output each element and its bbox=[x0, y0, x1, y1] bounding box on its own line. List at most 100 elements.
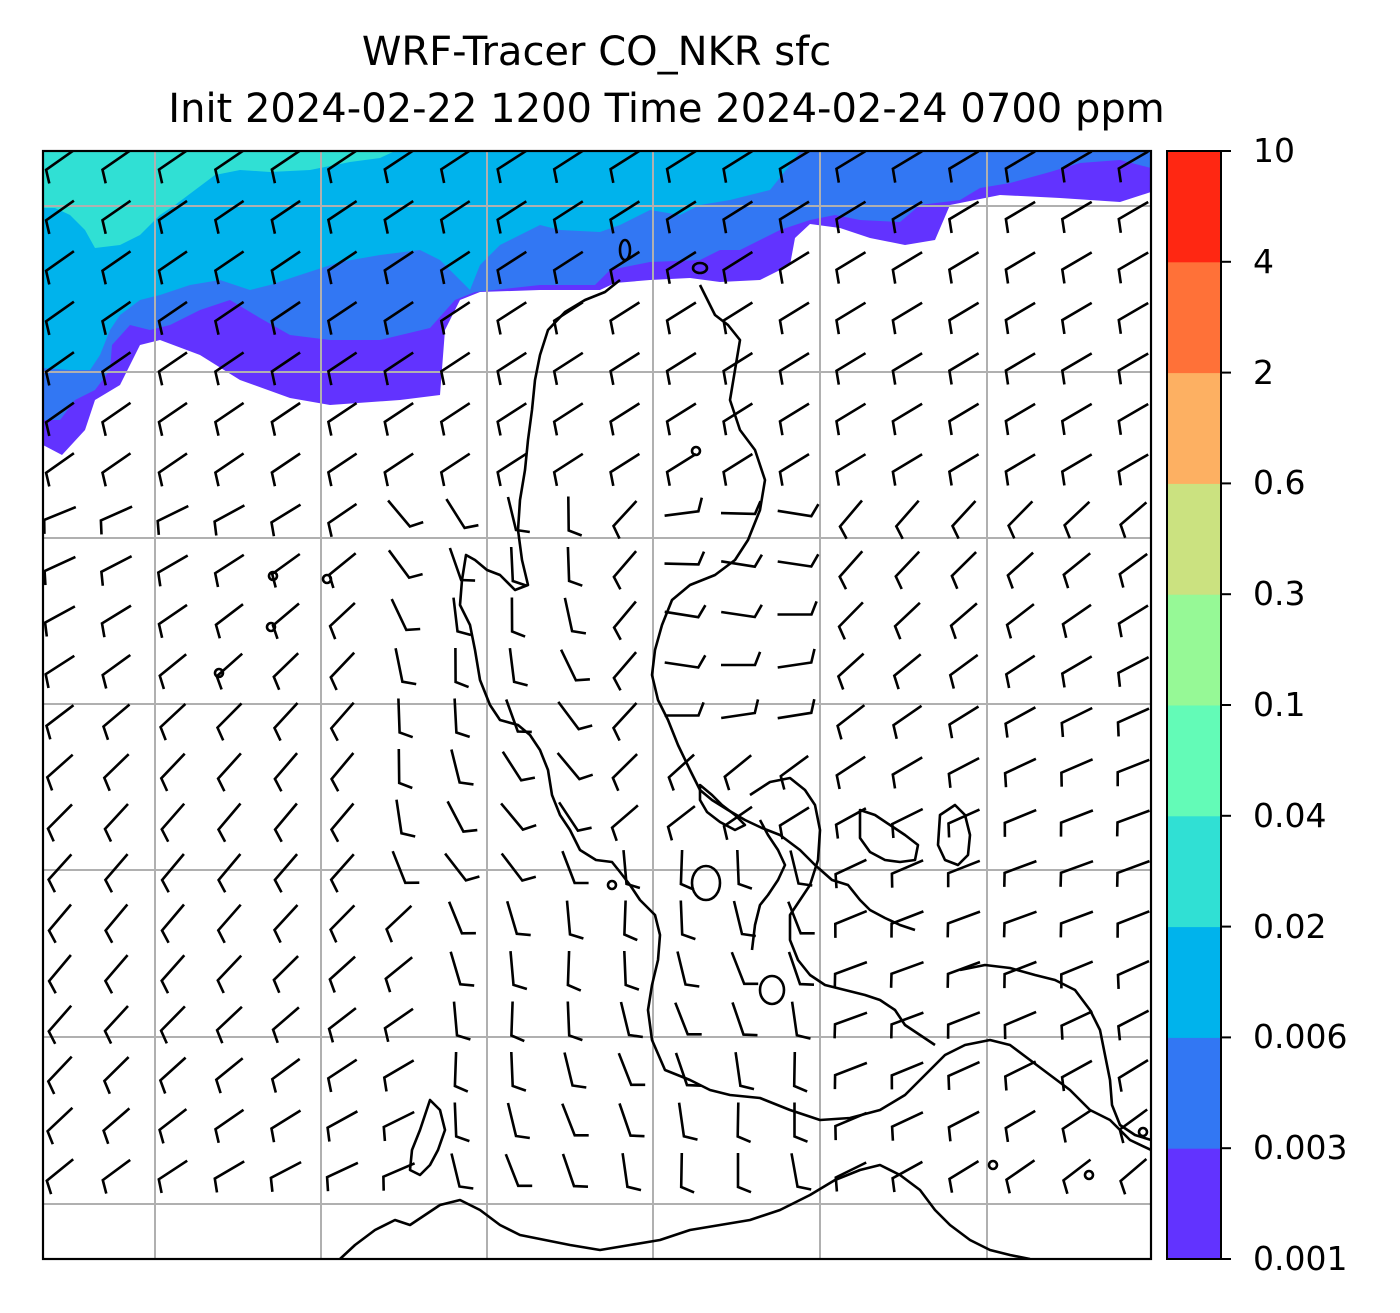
wind-barb bbox=[47, 853, 73, 893]
wind-barb bbox=[387, 549, 423, 580]
wind-barb bbox=[45, 1158, 75, 1195]
wind-barb bbox=[100, 555, 133, 586]
wind-barb bbox=[665, 452, 697, 487]
coastline-peninsula-east bbox=[858, 808, 920, 864]
wind-barb bbox=[611, 500, 638, 540]
wind-barb bbox=[552, 351, 584, 386]
island-point bbox=[606, 879, 618, 891]
wind-barb bbox=[158, 1056, 187, 1094]
wind-barb bbox=[721, 699, 760, 720]
coastlines bbox=[339, 278, 1151, 1259]
wind-barb bbox=[157, 401, 188, 437]
wind-barb bbox=[890, 1011, 924, 1039]
wind-barb bbox=[1117, 151, 1149, 183]
wind-barb bbox=[557, 701, 593, 731]
wind-barb bbox=[157, 351, 188, 386]
wind-barb bbox=[665, 351, 697, 386]
wind-barb bbox=[891, 756, 923, 789]
wind-barb bbox=[732, 900, 756, 938]
wind-barb bbox=[947, 756, 980, 788]
wind-barb bbox=[101, 1158, 131, 1194]
island-point bbox=[690, 445, 702, 457]
wind-barb bbox=[271, 1006, 300, 1044]
wind-barb bbox=[439, 250, 471, 285]
wind-barb bbox=[1061, 603, 1092, 639]
wind-barb bbox=[270, 300, 301, 335]
island-lake bbox=[690, 864, 722, 902]
wind-barb bbox=[949, 602, 978, 640]
wind-barb bbox=[1062, 1158, 1092, 1195]
wind-barb bbox=[734, 1052, 755, 1091]
wind-barb bbox=[679, 1152, 695, 1194]
colorbar-swatch bbox=[1167, 1148, 1221, 1260]
wind-barb bbox=[790, 1001, 811, 1040]
wind-barb bbox=[453, 1102, 470, 1143]
wind-barb bbox=[736, 849, 753, 890]
wind-barb bbox=[159, 1005, 186, 1044]
map-gridlines bbox=[43, 151, 1151, 1259]
wind-barb bbox=[1003, 1010, 1037, 1040]
wind-barb bbox=[623, 900, 638, 942]
wind-barb bbox=[273, 802, 298, 843]
colorbar-tick-label: 0.02 bbox=[1253, 906, 1327, 946]
wind-barb bbox=[329, 651, 356, 691]
wind-barb bbox=[382, 1059, 415, 1092]
wind-barb bbox=[506, 496, 530, 534]
wind-barb bbox=[273, 752, 299, 792]
wind-barb bbox=[1117, 1058, 1149, 1092]
wind-barb bbox=[102, 1107, 131, 1145]
wind-barb bbox=[1116, 910, 1150, 938]
wind-barb bbox=[1004, 151, 1036, 183]
wind-barb bbox=[1117, 453, 1149, 486]
wind-barb bbox=[946, 960, 981, 988]
wind-barb bbox=[45, 753, 74, 791]
wind-barb bbox=[1118, 1108, 1148, 1144]
wind-barb bbox=[1059, 859, 1094, 887]
wind-barb bbox=[500, 852, 537, 882]
colorbar-swatch bbox=[1167, 926, 1221, 1038]
wind-barb bbox=[397, 698, 414, 739]
wind-barb bbox=[1003, 1060, 1037, 1091]
wind-barb bbox=[272, 702, 299, 742]
wind-barb bbox=[947, 352, 980, 385]
wind-barb bbox=[382, 1162, 416, 1191]
wind-barb bbox=[215, 1005, 243, 1044]
wind-barb bbox=[665, 151, 697, 184]
wind-barb bbox=[327, 1007, 357, 1043]
wind-barb bbox=[894, 499, 920, 540]
wind-barb bbox=[891, 200, 923, 234]
wind-barb bbox=[157, 250, 188, 285]
colorbar-tick-label: 0.001 bbox=[1253, 1239, 1348, 1278]
wind-barb bbox=[104, 903, 129, 944]
wind-barb bbox=[609, 200, 641, 234]
wind-barb bbox=[561, 1103, 589, 1137]
wind-barb bbox=[947, 808, 981, 838]
wind-barb bbox=[611, 753, 639, 792]
wind-barb bbox=[1061, 1109, 1092, 1143]
wind-barb bbox=[101, 199, 132, 235]
wind-barb bbox=[214, 1108, 245, 1144]
wind-barb bbox=[450, 1153, 474, 1190]
wind-barb bbox=[272, 955, 300, 994]
wind-barb bbox=[99, 505, 133, 535]
wind-barb bbox=[1059, 960, 1094, 989]
wind-barb bbox=[270, 503, 302, 537]
wind-barb bbox=[666, 805, 696, 841]
wind-barb bbox=[103, 954, 129, 994]
map-frame bbox=[41, 149, 1153, 1261]
wind-barb bbox=[213, 504, 246, 536]
wind-barb bbox=[722, 805, 753, 841]
wind-barb bbox=[44, 401, 75, 437]
wind-barb bbox=[101, 401, 132, 437]
wind-barb bbox=[563, 597, 587, 635]
wind-barb bbox=[43, 555, 76, 586]
wind-barb bbox=[552, 402, 584, 436]
wind-barb bbox=[46, 803, 73, 842]
wind-barb bbox=[270, 452, 301, 487]
wind-barb bbox=[664, 497, 704, 517]
wind-barb bbox=[326, 1110, 359, 1142]
wind-barb bbox=[158, 653, 188, 690]
wind-barb bbox=[454, 647, 470, 689]
wind-barb bbox=[837, 601, 864, 640]
wind-barb bbox=[891, 402, 923, 436]
